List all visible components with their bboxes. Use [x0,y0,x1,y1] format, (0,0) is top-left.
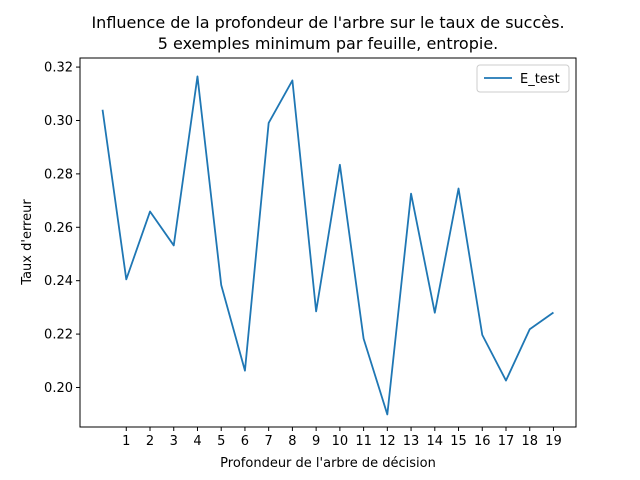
x-tick-label: 18 [521,434,538,449]
y-tick-label: 0.22 [44,328,73,343]
y-tick-label: 0.24 [44,274,73,289]
chart-title-line1: Influence de la profondeur de l'arbre su… [91,13,564,32]
x-tick-label: 7 [265,434,273,449]
x-tick-label: 11 [355,434,372,449]
x-tick-label: 19 [545,434,562,449]
x-tick-label: 1 [122,434,130,449]
x-tick-label: 12 [379,434,396,449]
x-tick-label: 4 [193,434,201,449]
plot-frame [79,57,577,428]
x-tick-label: 16 [474,434,491,449]
x-tick-label: 13 [403,434,420,449]
series-line-e-test [101,75,554,416]
y-tick-label: 0.26 [44,221,73,236]
x-axis-label: Profondeur de l'arbre de décision [220,456,436,471]
y-tick-label: 0.28 [44,167,73,182]
x-tick-label: 6 [241,434,249,449]
legend-label: E_test [520,72,560,87]
x-tick-label: 8 [288,434,296,449]
legend-box [476,64,570,93]
x-tick-label: 9 [312,434,320,449]
x-tick-label: 5 [217,434,225,449]
x-tick-label: 14 [427,434,444,449]
legend: E_test [476,64,570,93]
x-tick-label: 17 [498,434,515,449]
chart-title-line2: 5 exemples minimum par feuille, entropie… [158,34,499,53]
x-tick-label: 3 [170,434,178,449]
x-tick-label: 15 [450,434,467,449]
y-tick-label: 0.30 [44,114,73,129]
x-tick-label: 10 [332,434,349,449]
y-tick-label: 0.32 [44,61,73,76]
y-axis-label: Taux d'erreur [20,199,35,286]
y-tick-label: 0.20 [44,381,73,396]
x-tick-label: 2 [146,434,154,449]
